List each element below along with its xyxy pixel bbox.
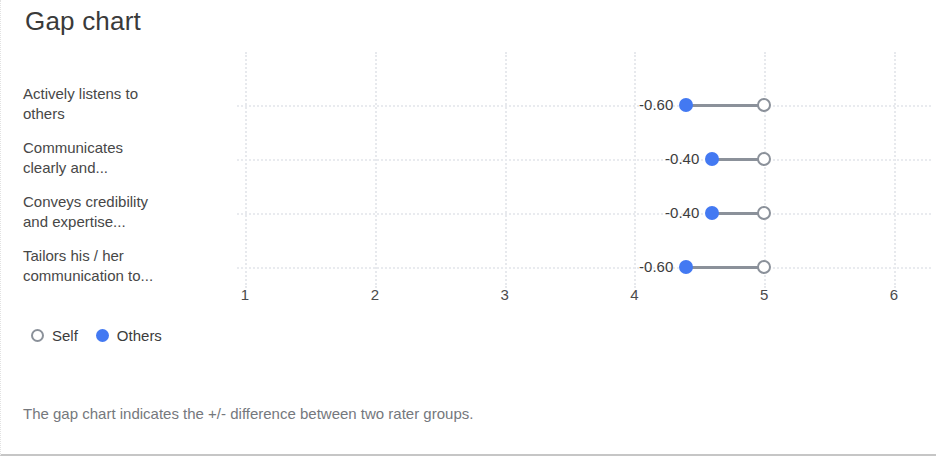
x-axis-tick-label: 4 [614,286,654,303]
gap-connector-line [686,266,764,269]
legend: Self Others [31,326,162,344]
gridline-horizontal [237,267,931,269]
gridline-vertical [505,52,507,288]
chart-description: The gap chart indicates the +/- differen… [23,405,473,422]
gap-chart-card: Gap chart Actively listens to others -0.6… [0,0,936,456]
self-data-point[interactable] [757,260,771,274]
page-title: Gap chart [25,6,141,37]
gridline-vertical [245,52,247,288]
gap-value-label: -0.40 [629,204,699,221]
gridline-horizontal [237,105,931,107]
others-data-point[interactable] [705,152,719,166]
gap-value-label: -0.40 [629,150,699,167]
others-data-point[interactable] [705,206,719,220]
gap-value-label: -0.60 [603,96,673,113]
category-label: Actively listens to others [23,84,218,124]
x-axis-tick-label: 3 [485,286,525,303]
others-data-point[interactable] [679,98,693,112]
category-label: Tailors his / her communication to... [23,246,218,286]
others-data-point[interactable] [679,260,693,274]
x-axis-tick-label: 5 [744,286,784,303]
legend-item-others[interactable]: Others [96,327,162,344]
legend-item-self[interactable]: Self [31,327,78,344]
others-legend-icon [96,329,109,342]
gridline-vertical [375,52,377,288]
legend-label: Others [117,327,162,344]
x-axis-tick-label: 1 [225,286,265,303]
self-data-point[interactable] [757,152,771,166]
x-axis-tick-label: 6 [874,286,914,303]
gap-chart-plot-area: Actively listens to others -0.60 Communica… [1,52,936,290]
self-data-point[interactable] [757,206,771,220]
category-label: Communicates clearly and... [23,138,218,178]
x-axis-tick-label: 2 [355,286,395,303]
self-data-point[interactable] [757,98,771,112]
gridline-vertical [894,52,896,288]
x-axis: 1 2 3 4 5 6 [1,286,936,308]
category-label: Conveys credibility and expertise... [23,192,218,232]
gap-connector-line [686,104,764,107]
gap-value-label: -0.60 [603,258,673,275]
self-legend-icon [31,329,44,342]
gridline-horizontal [237,159,931,161]
gridline-vertical [634,52,636,288]
legend-label: Self [52,327,78,344]
gridline-horizontal [237,213,931,215]
gridline-vertical [764,52,766,288]
